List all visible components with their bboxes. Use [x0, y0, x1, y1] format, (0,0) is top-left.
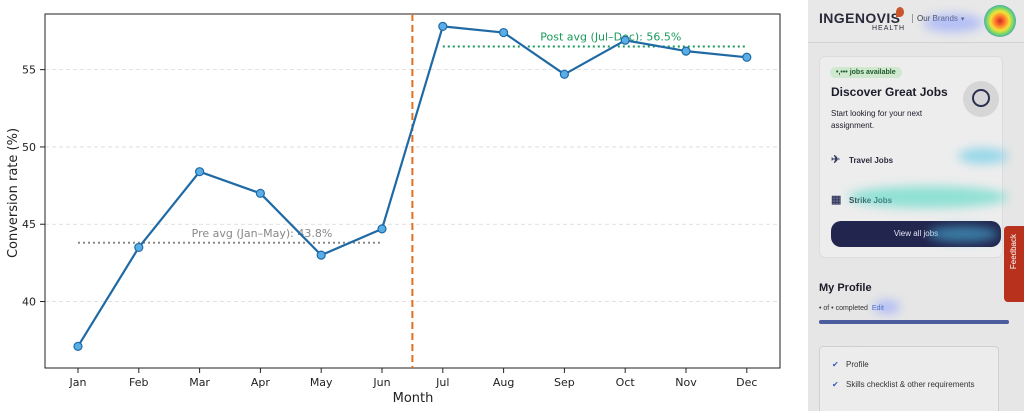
data-point — [681, 46, 691, 56]
heatmap-spot — [928, 226, 998, 242]
brand-logo[interactable]: INGENOVIS — [819, 10, 901, 26]
edit-profile-link[interactable]: Edit — [871, 305, 884, 312]
y-tick-label: 55 — [22, 64, 36, 77]
x-tick-label: Nov — [675, 376, 697, 389]
data-point — [255, 188, 265, 198]
data-point — [559, 69, 570, 79]
x-axis-label: Month — [393, 391, 434, 406]
x-tick-label: Jan — [69, 376, 87, 389]
card-subtitle: Start looking for your next assignment. — [831, 109, 923, 130]
side-panel: INGENOVIS HEALTH Our Brands▾ •,••• jobs … — [808, 0, 1024, 411]
travel-jobs-label: Travel Jobs — [849, 156, 894, 165]
profile-title: My Profile — [819, 282, 872, 294]
x-tick-label: Mar — [189, 376, 210, 389]
x-tick-label: Apr — [251, 376, 271, 389]
heatmap-spot — [958, 148, 1008, 164]
building-icon: ▦ — [831, 194, 842, 206]
x-tick-label: Feb — [129, 376, 148, 389]
y-tick-label: 40 — [22, 296, 36, 309]
heatmap-spot — [874, 300, 900, 314]
conversion-rate-chart: 40 45 50 55 Jan Feb Mar Apr May Jun Jul Aug Sep Oct No… — [6, 13, 781, 406]
post-average-label: Post avg (Jul–Dec): 56.5% — [540, 30, 681, 43]
data-point — [620, 35, 630, 45]
travel-jobs-link[interactable]: ✈ Travel Jobs — [831, 153, 893, 166]
completion-text: • of • completed — [819, 305, 868, 312]
heatmap-spot — [923, 14, 983, 32]
x-tick-label: Sep — [554, 376, 575, 389]
checklist-item-label: Skills checklist & other requirements — [846, 380, 975, 389]
checklist-item[interactable]: ✔ Profile — [832, 359, 869, 371]
x-tick-label: Dec — [736, 376, 757, 389]
data-point — [195, 167, 205, 177]
jobs-available-badge: •,••• jobs available — [830, 67, 902, 78]
airplane-icon: ✈ — [831, 154, 841, 166]
profile-progress-bar — [819, 320, 1009, 324]
data-point — [134, 242, 144, 253]
x-tick-label: Oct — [616, 376, 636, 389]
x-tick-label: May — [310, 376, 333, 389]
profile-checklist: ✔ Profile ✔ Skills checklist & other requi… — [819, 346, 999, 411]
heatmap-spot — [848, 186, 1008, 208]
card-title: Discover Great Jobs — [831, 85, 948, 99]
data-point — [73, 341, 83, 351]
x-tick-label: Jun — [372, 376, 390, 389]
x-tick-label: Jul — [435, 376, 449, 389]
x-tick-label: Aug — [493, 376, 514, 389]
data-point — [499, 27, 509, 38]
site-header: INGENOVIS HEALTH Our Brands▾ — [808, 0, 1024, 43]
y-tick-label: 45 — [22, 218, 36, 231]
checklist-item-label: Profile — [846, 360, 869, 369]
brand-logo-subtitle: HEALTH — [872, 25, 906, 32]
reference-lines: Pre avg (Jan–May): 43.8% Post avg (Jul–De… — [78, 14, 747, 368]
check-icon: ✔ — [832, 360, 839, 369]
pre-average-label: Pre avg (Jan–May): 43.8% — [192, 227, 333, 240]
y-axis-label: Conversion rate (%) — [6, 128, 21, 258]
feedback-label: Feedback — [1009, 234, 1018, 270]
profile-completion: • of • completed Edit — [819, 305, 884, 312]
checklist-item[interactable]: ✔ Skills checklist & other requirements — [832, 379, 982, 391]
search-icon — [972, 89, 990, 107]
data-point — [742, 52, 752, 62]
check-icon: ✔ — [832, 380, 839, 389]
logo-mark-icon — [896, 7, 904, 17]
series — [73, 21, 752, 351]
data-point — [316, 250, 326, 260]
profile-progress-fill — [819, 320, 1009, 324]
data-point — [377, 224, 387, 234]
avatar[interactable] — [984, 5, 1016, 37]
feedback-tab[interactable]: Feedback — [1004, 226, 1024, 302]
axes: 40 45 50 55 Jan Feb Mar Apr May Jun Jul Aug Sep Oct No… — [22, 13, 781, 389]
series-line — [77, 25, 747, 347]
data-point — [438, 21, 448, 31]
y-tick-label: 50 — [22, 141, 36, 154]
